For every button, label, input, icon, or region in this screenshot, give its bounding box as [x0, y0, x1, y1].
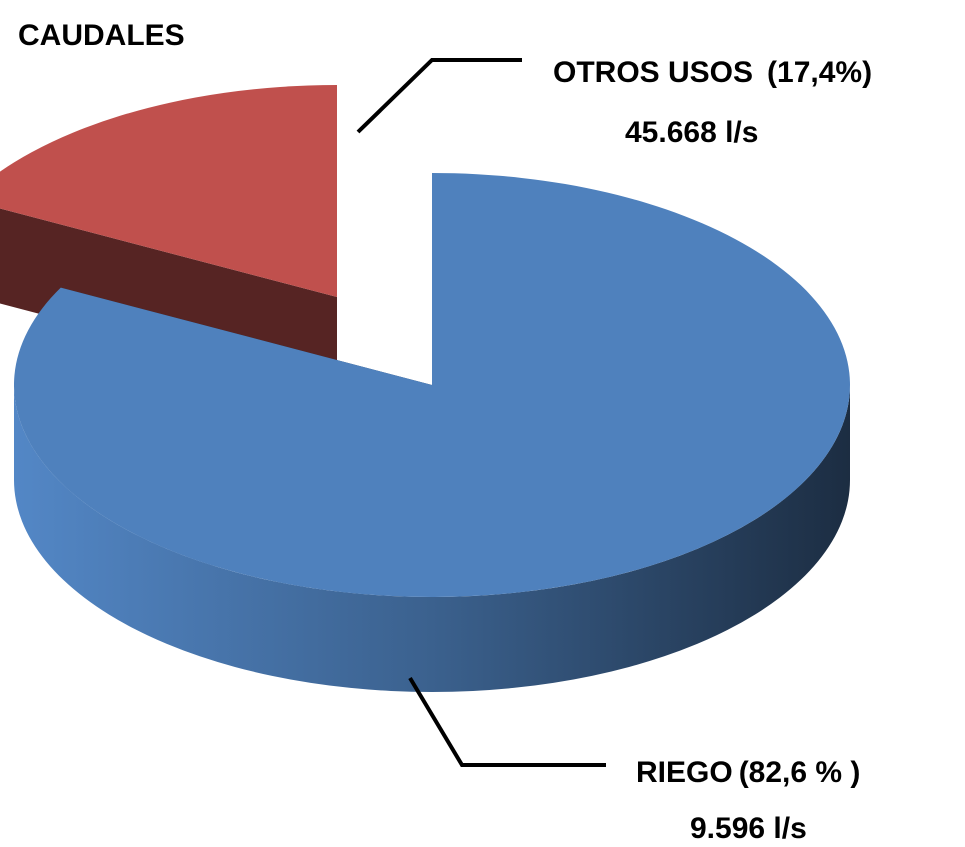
leader-line — [356, 58, 522, 134]
slice-label: RIEGO (82,6 % ) — [636, 756, 860, 789]
slice-rim — [14, 385, 850, 692]
category-label: OTROS USOS — [553, 56, 753, 89]
chart-title: CAUDALES — [18, 19, 185, 52]
slice-top — [0, 85, 337, 297]
leader-line — [408, 676, 606, 767]
flow-label: 45.668 l/s — [625, 116, 758, 149]
slice-top — [14, 173, 850, 597]
category-label: RIEGO — [636, 756, 733, 789]
value-label: (82,6 % ) — [739, 756, 861, 789]
pie — [0, 85, 850, 692]
value-label: (17,4%) — [767, 56, 872, 89]
slice-label: OTROS USOS (17,4%) — [553, 56, 872, 89]
flow-label: 9.596 l/s — [690, 812, 807, 845]
